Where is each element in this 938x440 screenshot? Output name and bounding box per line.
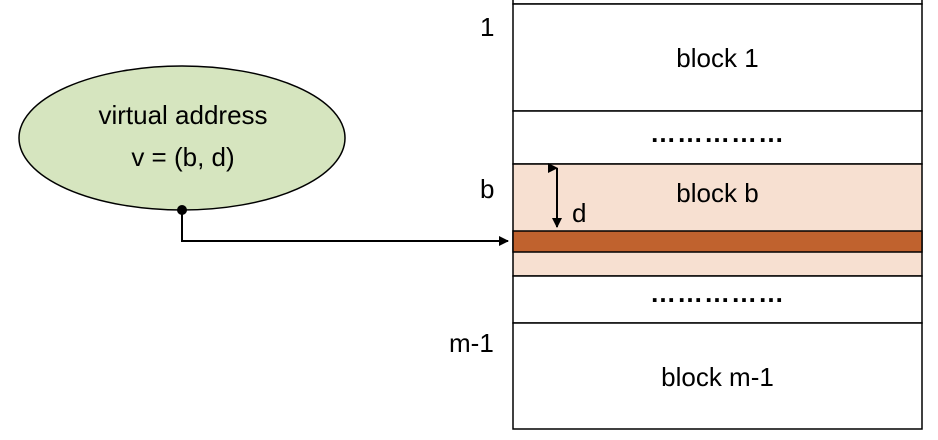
block-1-label: block 1 [676,43,759,73]
target-address-row [512,230,923,253]
row-label-first: 1 [480,12,495,42]
row-label-b: b [480,174,495,204]
address-line-2: v = (b, d) [131,142,235,172]
row-label-last: m-1 [449,328,494,358]
connector-arrow [181,210,509,246]
block-row-last [512,322,923,430]
block-last-label: block m-1 [661,362,774,392]
block-row-b [512,163,923,277]
block-row-1 [512,3,923,112]
upper-ellipsis: …………… [650,118,785,148]
address-line-1: virtual address [98,100,268,130]
block-row-dots-upper [512,110,923,165]
block-b-label: block b [676,178,759,208]
offset-label: d [572,198,587,228]
lower-ellipsis: …………… [650,278,785,308]
virtual-address-ellipse [18,65,346,211]
